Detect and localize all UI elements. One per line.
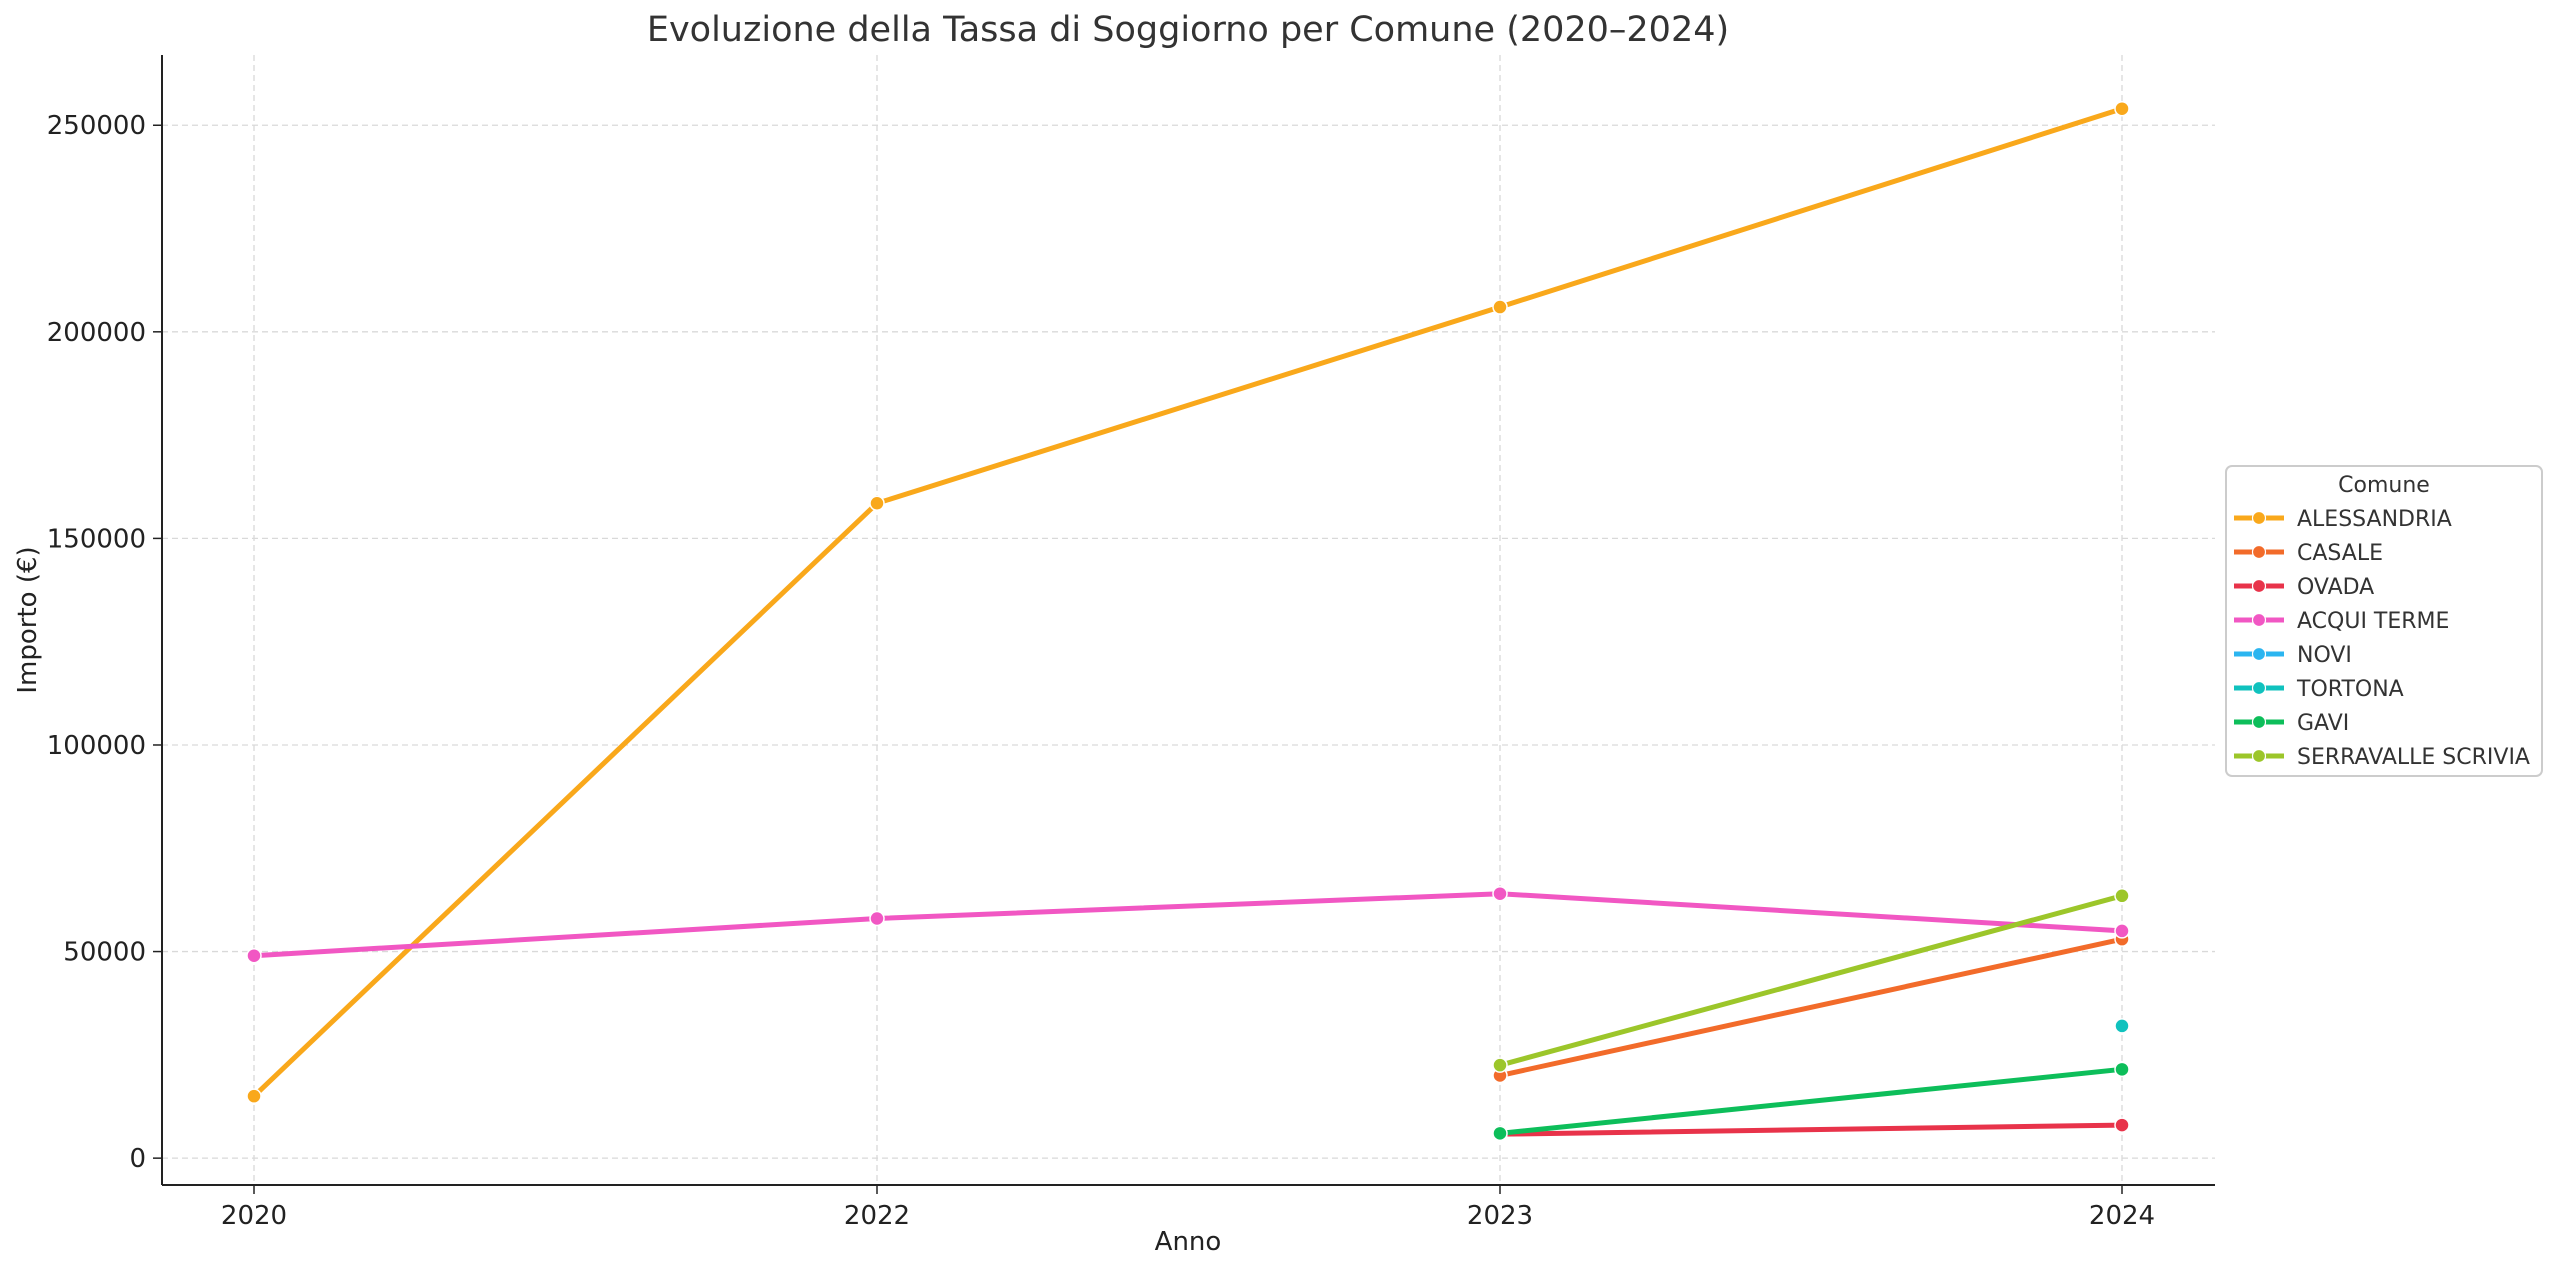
data-point-tortona (2114, 1018, 2130, 1034)
series-line-serravalle-scrivia (1497, 893, 2125, 1068)
axes (161, 55, 2215, 1186)
y-tick-label: 0 (129, 1144, 146, 1174)
legend-items: ALESSANDRIA CASALE OVADA ACQUI TERME NOVI TOR… (2234, 507, 2530, 770)
x-tick-label: 2020 (221, 1201, 287, 1231)
chart-title: Evoluzione della Tassa di Soggiorno per … (647, 10, 1729, 50)
series-line-alessandria (251, 106, 2125, 1099)
y-tick-label: 200000 (47, 318, 146, 348)
data-point-serravalle-scrivia (1492, 1057, 1508, 1073)
legend-swatch-marker (2251, 578, 2267, 594)
legend-label: SERRAVALLE SCRIVIA (2297, 745, 2530, 770)
series-line-casale (1497, 936, 2125, 1079)
legend-label: GAVI (2297, 711, 2349, 736)
legend-item-gavi: GAVI (2234, 711, 2349, 736)
data-point-gavi (1492, 1125, 1508, 1142)
legend-item-ovada: OVADA (2234, 575, 2374, 600)
data-point-alessandria (1492, 299, 1508, 315)
legend-swatch-marker (2251, 646, 2267, 662)
data-point-alessandria (246, 1088, 262, 1104)
legend-item-acqui-terme: ACQUI TERME (2234, 609, 2449, 634)
y-tick-labels: 0 50000 100000 150000 200000 250000 (47, 111, 162, 1174)
series-ovada (1492, 1117, 2130, 1142)
y-tick-label: 150000 (47, 524, 146, 554)
y-tick-label: 50000 (63, 938, 146, 968)
data-point-acqui-terme (246, 947, 262, 964)
legend-title: Comune (2338, 473, 2430, 498)
x-tick-label: 2022 (844, 1201, 910, 1231)
y-tick-label: 250000 (47, 111, 146, 141)
legend-item-alessandria: ALESSANDRIA (2234, 507, 2452, 532)
series-serravalle-scrivia (1492, 888, 2130, 1073)
data-point-alessandria (869, 495, 885, 512)
legend-item-casale: CASALE (2234, 541, 2383, 566)
legend: Comune ALESSANDRIA CASALE OVADA ACQUI TERME… (2225, 465, 2543, 777)
series-tortona (2114, 1018, 2130, 1034)
legend-label: ALESSANDRIA (2297, 507, 2452, 532)
legend-item-serravalle-scrivia: SERRAVALLE SCRIVIA (2234, 745, 2530, 770)
series-lines (246, 100, 2130, 1142)
legend-swatch-marker (2251, 714, 2267, 730)
legend-label: NOVI (2297, 643, 2352, 668)
series-line-acqui-terme (251, 891, 2125, 959)
data-point-serravalle-scrivia (2114, 888, 2130, 904)
legend-swatch-marker (2251, 510, 2267, 526)
data-point-acqui-terme (1492, 885, 1508, 902)
series-line-gavi (1497, 1066, 2125, 1136)
data-point-acqui-terme (2114, 923, 2130, 939)
data-point-acqui-terme (869, 910, 885, 927)
legend-swatch-marker (2251, 612, 2267, 628)
data-point-alessandria (2114, 100, 2130, 117)
x-tick-label: 2023 (1467, 1201, 1533, 1231)
series-casale (1492, 931, 2130, 1084)
grid-lines (162, 55, 2215, 1185)
legend-box (2225, 465, 2543, 777)
data-point-gavi (2114, 1061, 2130, 1078)
series-acqui-terme (246, 885, 2130, 964)
series-alessandria (246, 100, 2130, 1104)
x-tick-label: 2024 (2089, 1201, 2155, 1231)
legend-label: TORTONA (2296, 677, 2404, 702)
y-axis-label: Importo (€) (13, 546, 43, 693)
data-point-ovada (2114, 1117, 2130, 1133)
legend-swatch-marker (2251, 748, 2267, 764)
series-line-ovada (1497, 1122, 2125, 1137)
x-tick-labels: 2020 2022 2023 2024 (221, 1185, 2155, 1231)
series-gavi (1492, 1061, 2130, 1142)
x-axis-label: Anno (1155, 1227, 1222, 1257)
legend-swatch-marker (2251, 680, 2267, 696)
legend-label: CASALE (2297, 541, 2383, 566)
legend-label: OVADA (2297, 575, 2374, 600)
legend-label: ACQUI TERME (2297, 609, 2449, 634)
legend-item-tortona: TORTONA (2234, 677, 2404, 702)
legend-swatch-marker (2251, 544, 2267, 560)
legend-item-novi: NOVI (2234, 643, 2352, 668)
y-tick-label: 100000 (47, 731, 146, 761)
